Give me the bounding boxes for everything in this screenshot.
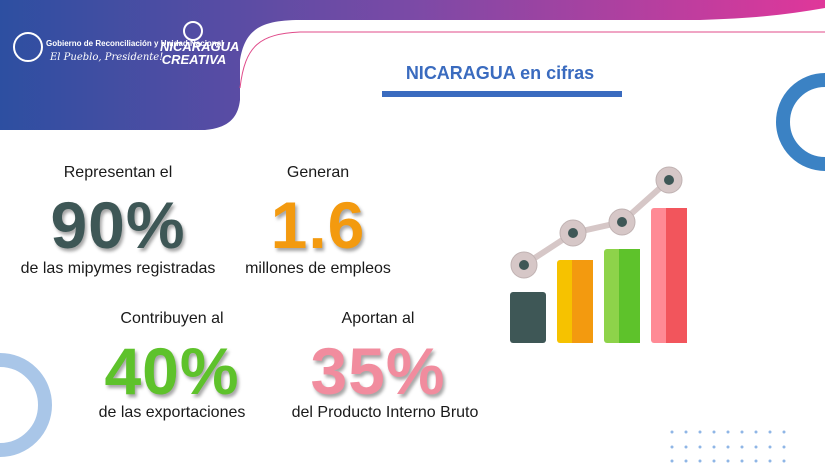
stat-caption: millones de empleos <box>245 260 391 277</box>
stat-intro: Representan el <box>63 164 173 181</box>
title: NICARAGUA en cifras <box>405 63 595 83</box>
logo-slogan: El Pueblo, Presidente! <box>50 52 164 63</box>
stat-caption: de las exportaciones <box>98 404 246 421</box>
logo-brand: NICARAGUA CREATIVA <box>160 39 240 67</box>
stat-value: 90% <box>50 188 186 262</box>
stat-intro: Generan <box>286 164 350 181</box>
stat-intro: Contribuyen al <box>120 310 224 327</box>
stat-value: 1.6 <box>270 188 366 262</box>
stat-value: 40% <box>104 334 240 408</box>
logo-text: Gobierno de Reconciliación y Unidad Naci… <box>46 39 224 48</box>
chart-icon <box>510 166 687 343</box>
stat-caption: del Producto Interno Bruto <box>291 404 479 421</box>
stat-intro: Aportan al <box>341 310 415 327</box>
stat-caption: de las mipymes registradas <box>20 260 216 277</box>
stat-value: 35% <box>310 334 446 408</box>
